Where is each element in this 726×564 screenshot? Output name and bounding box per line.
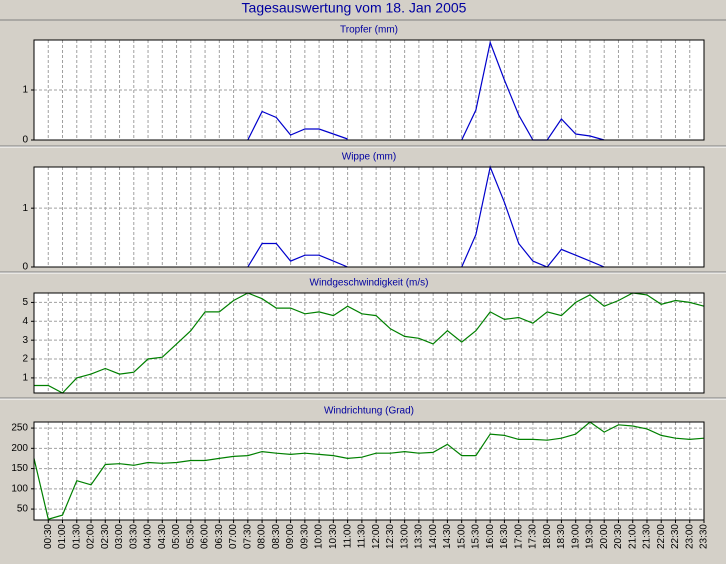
panel-title: Windgeschwindigkeit (m/s) bbox=[310, 278, 429, 289]
y-tick-label: 5 bbox=[22, 297, 28, 308]
x-tick-label: 16:30 bbox=[499, 524, 510, 549]
y-tick-label: 2 bbox=[22, 354, 28, 365]
plot-border bbox=[33, 421, 705, 521]
y-tick-label: 1 bbox=[22, 203, 28, 214]
x-tick-label: 04:30 bbox=[157, 524, 168, 549]
y-tick-label: 250 bbox=[11, 423, 28, 434]
x-tick-label: 19:30 bbox=[585, 524, 596, 549]
x-tick-label: 11:00 bbox=[342, 524, 353, 549]
x-tick-label: 10:30 bbox=[328, 524, 339, 549]
y-tick-label: 100 bbox=[11, 483, 28, 494]
y-tick-label: 50 bbox=[17, 504, 29, 515]
x-tick-label: 16:00 bbox=[485, 524, 496, 549]
plot-area bbox=[34, 422, 704, 520]
data-line bbox=[33, 421, 705, 520]
plot-border bbox=[33, 292, 705, 394]
x-tick-label: 03:30 bbox=[128, 524, 139, 549]
x-tick-label: 18:00 bbox=[542, 524, 553, 549]
x-tick-label: 20:00 bbox=[599, 524, 610, 549]
x-tick-label: 19:00 bbox=[570, 524, 581, 549]
x-tick-label: 20:30 bbox=[613, 524, 624, 549]
panel-title: Windrichtung (Grad) bbox=[324, 406, 414, 417]
plot-area bbox=[34, 293, 704, 393]
x-tick-label: 00:30 bbox=[43, 524, 54, 549]
x-tick-label: 06:30 bbox=[214, 524, 225, 549]
x-tick-label: 10:00 bbox=[314, 524, 325, 549]
x-tick-label: 22:00 bbox=[656, 524, 667, 549]
x-tick-label: 11:30 bbox=[357, 524, 368, 549]
x-tick-label: 17:30 bbox=[528, 524, 539, 549]
x-tick-label: 02:30 bbox=[100, 524, 111, 549]
x-tick-label: 18:30 bbox=[556, 524, 567, 549]
y-tick-label: 1 bbox=[22, 373, 28, 384]
x-tick-label: 21:30 bbox=[642, 524, 653, 549]
x-tick-label: 07:00 bbox=[228, 524, 239, 549]
x-tick-label: 05:30 bbox=[185, 524, 196, 549]
panel-title: Tropfer (mm) bbox=[340, 25, 398, 36]
x-tick-label: 14:00 bbox=[428, 524, 439, 549]
x-tick-label: 07:30 bbox=[242, 524, 253, 549]
y-tick-label: 3 bbox=[22, 335, 28, 346]
x-tick-label: 15:00 bbox=[456, 524, 467, 549]
y-tick-label: 150 bbox=[11, 463, 28, 474]
x-tick-label: 03:00 bbox=[114, 524, 125, 549]
y-tick-label: 0 bbox=[22, 262, 28, 273]
x-tick-label: 01:30 bbox=[71, 524, 82, 549]
x-tick-label: 12:00 bbox=[371, 524, 382, 549]
x-tick-label: 17:00 bbox=[513, 524, 524, 549]
panel-title: Wippe (mm) bbox=[342, 152, 396, 163]
x-tick-label: 01:00 bbox=[57, 524, 68, 549]
y-tick-label: 0 bbox=[22, 135, 28, 146]
y-tick-label: 200 bbox=[11, 443, 28, 454]
x-tick-label: 23:30 bbox=[699, 524, 710, 549]
x-tick-label: 06:00 bbox=[200, 524, 211, 549]
x-tick-label: 13:00 bbox=[399, 524, 410, 549]
x-tick-label: 08:00 bbox=[257, 524, 268, 549]
x-tick-label: 09:00 bbox=[285, 524, 296, 549]
data-line bbox=[34, 292, 705, 394]
x-tick-label: 12:30 bbox=[385, 524, 396, 549]
x-tick-label: 23:00 bbox=[684, 524, 695, 549]
x-tick-label: 09:30 bbox=[299, 524, 310, 549]
x-tick-label: 04:00 bbox=[143, 524, 154, 549]
page-title: Tagesauswertung vom 18. Jan 2005 bbox=[242, 0, 467, 16]
x-tick-label: 14:30 bbox=[442, 524, 453, 549]
y-tick-label: 4 bbox=[22, 316, 28, 327]
y-tick-label: 1 bbox=[22, 85, 28, 96]
x-tick-label: 02:00 bbox=[86, 524, 97, 549]
x-tick-label: 13:30 bbox=[414, 524, 425, 549]
x-tick-label: 15:30 bbox=[471, 524, 482, 549]
x-tick-label: 22:30 bbox=[670, 524, 681, 549]
plot-border bbox=[33, 39, 705, 141]
x-tick-label: 05:00 bbox=[171, 524, 182, 549]
plot-border bbox=[33, 166, 705, 268]
x-tick-label: 08:30 bbox=[271, 524, 282, 549]
plot-area bbox=[34, 167, 704, 267]
x-tick-label: 21:00 bbox=[627, 524, 638, 549]
data-line bbox=[247, 164, 605, 268]
